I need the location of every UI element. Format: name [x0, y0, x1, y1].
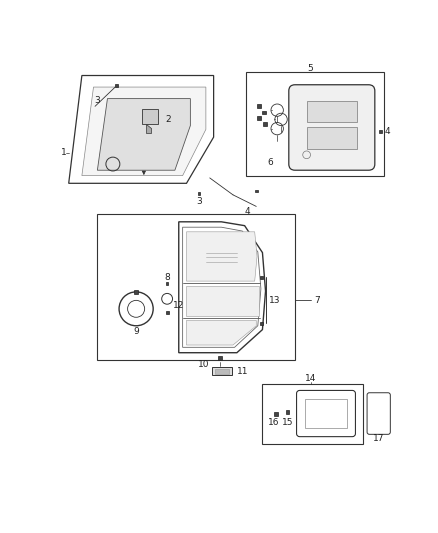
Text: 15: 15	[282, 418, 293, 427]
Text: 3: 3	[196, 197, 202, 206]
Bar	[146, 112, 149, 115]
FancyBboxPatch shape	[142, 109, 158, 124]
Text: 4: 4	[244, 207, 250, 216]
Bar	[260, 276, 263, 279]
Bar	[152, 118, 155, 121]
Bar	[218, 356, 222, 360]
Bar	[257, 116, 261, 120]
Text: 11: 11	[237, 367, 248, 376]
Text: 17: 17	[373, 434, 385, 443]
Bar	[307, 127, 357, 149]
Text: 12: 12	[173, 301, 185, 310]
Polygon shape	[146, 124, 151, 133]
Text: 7: 7	[314, 296, 320, 305]
Text: 8: 8	[164, 273, 170, 282]
Bar	[307, 101, 357, 123]
Bar	[215, 369, 229, 374]
Polygon shape	[187, 232, 257, 281]
Bar	[286, 410, 289, 414]
Polygon shape	[82, 87, 206, 175]
Bar	[274, 413, 278, 416]
Bar	[379, 131, 381, 133]
Bar	[246, 71, 384, 175]
Text: 16: 16	[268, 418, 279, 427]
Bar	[305, 399, 347, 428]
Text: 2: 2	[166, 115, 171, 124]
Text: 5: 5	[307, 64, 313, 73]
Text: 13: 13	[269, 296, 281, 305]
Polygon shape	[187, 320, 256, 345]
Text: 14: 14	[305, 374, 316, 383]
Bar	[255, 190, 258, 192]
FancyBboxPatch shape	[212, 367, 232, 375]
Text: 6: 6	[267, 158, 273, 167]
Bar	[166, 282, 169, 285]
Bar	[134, 289, 138, 294]
Bar	[198, 192, 200, 195]
FancyBboxPatch shape	[289, 85, 375, 170]
Text: 3: 3	[95, 96, 100, 106]
Polygon shape	[97, 99, 191, 170]
Text: 1: 1	[61, 148, 67, 157]
Text: 9: 9	[133, 327, 139, 336]
Bar	[263, 122, 267, 126]
Bar	[166, 311, 169, 314]
Text: 10: 10	[198, 360, 210, 369]
Bar	[262, 110, 266, 115]
Bar	[115, 84, 118, 87]
Bar	[262, 384, 363, 443]
Text: 4: 4	[384, 127, 390, 136]
Bar	[257, 104, 261, 108]
Polygon shape	[187, 286, 258, 316]
Bar	[260, 322, 263, 325]
Bar	[97, 214, 295, 360]
